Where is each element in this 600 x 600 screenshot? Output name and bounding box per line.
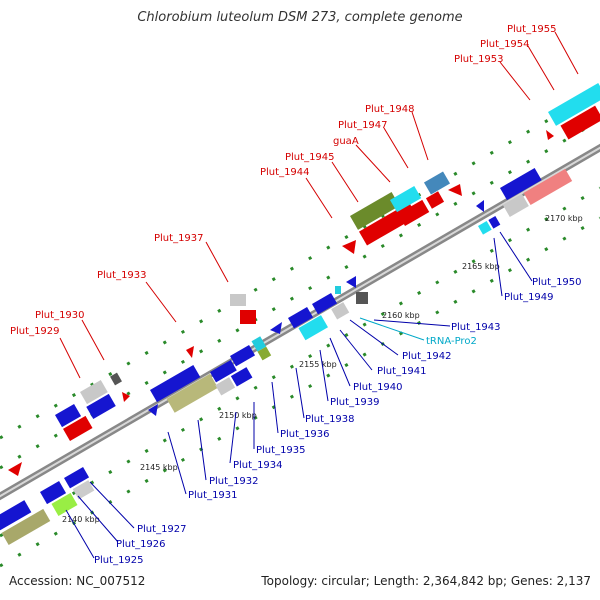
gene-label: Plut_1938 [305, 414, 355, 425]
gene-label: guaA [333, 136, 359, 147]
gene-label: tRNA-Pro2 [426, 336, 477, 347]
gene-label: Plut_1944 [260, 167, 310, 178]
leader-lines-bottom [65, 231, 533, 559]
tick-label: 2150 kbp [219, 411, 257, 420]
tick-labels: 2140 kbp 2145 kbp 2150 kbp 2155 kbp 2160… [62, 214, 583, 524]
tick-label: 2140 kbp [62, 515, 100, 524]
tick-label: 2165 kbp [462, 262, 500, 271]
leader-lines-top [59, 31, 579, 379]
gene-label: Plut_1935 [256, 445, 306, 456]
gene-label: Plut_1943 [451, 322, 501, 333]
gene-label: Plut_1941 [377, 366, 427, 377]
gene-label: Plut_1934 [233, 460, 283, 471]
gene-label: Plut_1926 [116, 539, 166, 550]
tick-label: 2170 kbp [545, 214, 583, 223]
tick-label: 2160 kbp [382, 311, 420, 320]
gene-label: Plut_1927 [137, 524, 187, 535]
gene-features [0, 83, 600, 546]
topology-text: Topology: circular; Length: 2,364,842 bp… [261, 574, 591, 588]
gene-label: Plut_1940 [353, 382, 403, 393]
gene-label: Plut_1937 [154, 233, 204, 244]
gene-label: Plut_1933 [97, 270, 147, 281]
gene-label: Plut_1955 [507, 24, 557, 35]
gene-label: Plut_1950 [532, 277, 582, 288]
gene-labels-top: Plut_1929 Plut_1930 Plut_1933 Plut_1937 … [10, 24, 557, 337]
gene-label: Plut_1936 [280, 429, 330, 440]
genome-title: Chlorobium luteolum DSM 273, complete ge… [137, 10, 463, 25]
gene-label: Plut_1948 [365, 104, 415, 115]
gene-label: Plut_1954 [480, 39, 530, 50]
gene-label: Plut_1932 [209, 476, 259, 487]
gene-label: Plut_1945 [285, 152, 335, 163]
gene-label: Plut_1953 [454, 54, 504, 65]
gene-label: Plut_1931 [188, 490, 238, 501]
gene-label: Plut_1947 [338, 120, 388, 131]
accession-text: Accession: NC_007512 [9, 574, 146, 588]
gene-labels-bottom: Plut_1925 Plut_1926 Plut_1927 Plut_1931 … [94, 277, 582, 566]
tick-label: 2155 kbp [299, 360, 337, 369]
gene-label: Plut_1939 [330, 397, 380, 408]
gene-label: Plut_1925 [94, 555, 144, 566]
gene-label: Plut_1930 [35, 310, 85, 321]
gene-label: Plut_1929 [10, 326, 60, 337]
tick-label: 2145 kbp [140, 463, 178, 472]
gene-label: Plut_1949 [504, 292, 554, 303]
gene-label: Plut_1942 [402, 351, 452, 362]
